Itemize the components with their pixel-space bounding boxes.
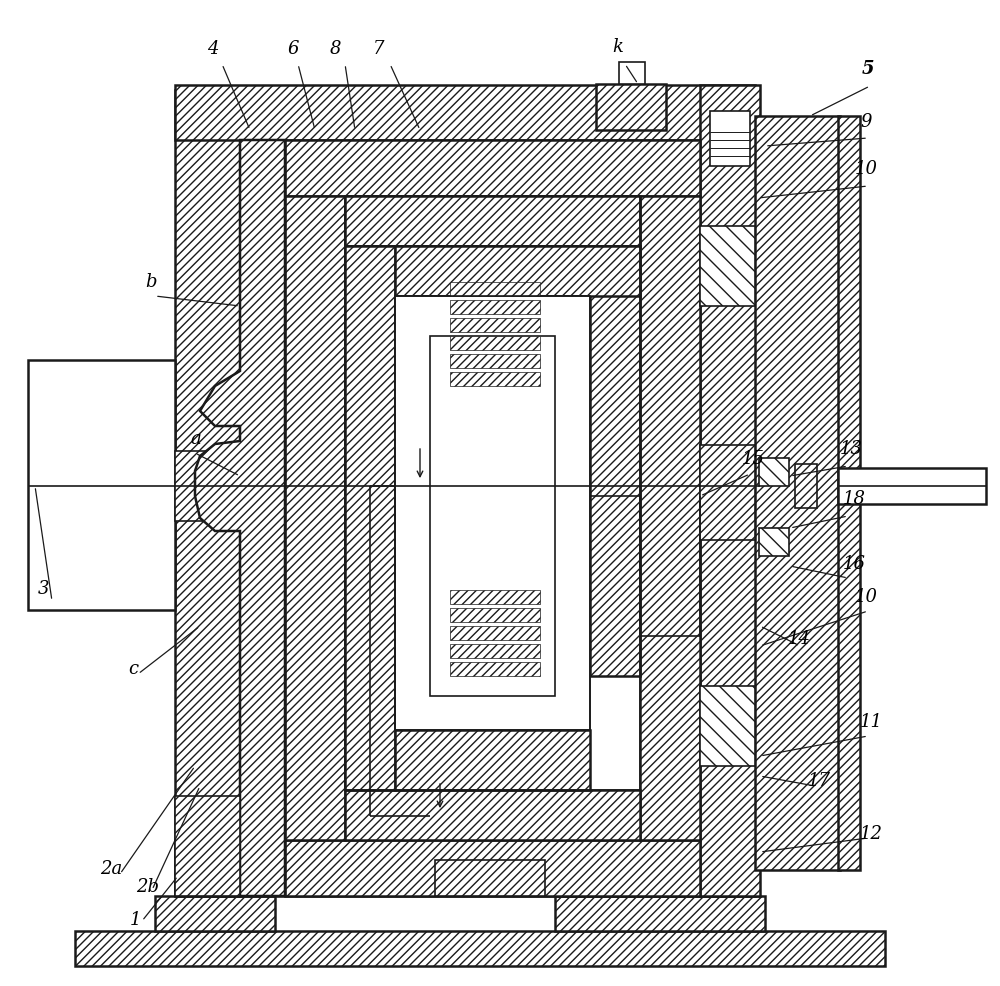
Bar (838, 468, 986, 504)
Text: 12: 12 (860, 825, 883, 843)
Text: 3: 3 (38, 580, 50, 598)
Bar (590, 246, 640, 676)
Text: 5: 5 (862, 60, 874, 78)
Bar (285, 140, 700, 196)
Text: 10: 10 (855, 160, 878, 178)
Bar (395, 246, 640, 296)
Text: 7: 7 (373, 40, 384, 58)
Bar (619, 62, 645, 84)
Text: k: k (612, 38, 623, 56)
Text: 15: 15 (742, 450, 765, 468)
Bar (555, 896, 765, 931)
Text: a: a (190, 430, 201, 448)
Bar (345, 196, 640, 246)
Text: 14: 14 (788, 630, 811, 648)
Bar (450, 590, 540, 604)
Bar (285, 196, 345, 840)
Bar (215, 464, 243, 508)
Text: 6: 6 (287, 40, 298, 58)
Bar (450, 282, 540, 296)
Text: 4: 4 (207, 40, 218, 58)
Bar (175, 796, 240, 896)
Bar (450, 644, 540, 658)
Bar (28, 360, 175, 610)
Text: 1: 1 (130, 911, 142, 929)
Bar (175, 85, 755, 140)
Text: 10: 10 (855, 588, 878, 606)
Bar (175, 451, 240, 521)
Text: 17: 17 (808, 772, 831, 790)
Bar (285, 840, 700, 896)
Bar (450, 608, 540, 622)
Bar (450, 354, 540, 368)
Bar (640, 196, 700, 840)
Text: 8: 8 (330, 40, 342, 58)
Bar (596, 84, 666, 130)
Bar (430, 336, 555, 696)
Text: 9: 9 (860, 113, 872, 131)
Bar (700, 445, 755, 540)
Bar (175, 90, 240, 896)
Bar (435, 860, 545, 896)
Bar (395, 296, 590, 730)
Bar (155, 896, 275, 931)
Bar (710, 111, 750, 166)
Bar (450, 662, 540, 676)
Bar (755, 116, 840, 870)
Polygon shape (195, 140, 285, 896)
Text: 13: 13 (840, 440, 863, 458)
Bar (700, 85, 760, 896)
Text: 16: 16 (843, 555, 866, 573)
Bar (395, 730, 590, 790)
Bar (700, 686, 755, 766)
Bar (450, 300, 540, 314)
Text: 2b: 2b (136, 878, 159, 896)
Bar (450, 626, 540, 640)
Text: 2a: 2a (100, 860, 122, 878)
Bar (450, 336, 540, 350)
Bar (838, 116, 860, 870)
Bar (700, 226, 755, 306)
Bar (795, 464, 817, 508)
Bar (759, 458, 789, 486)
Bar (450, 318, 540, 332)
Bar (450, 372, 540, 386)
Bar (345, 790, 640, 840)
Text: 18: 18 (843, 490, 866, 508)
Text: 11: 11 (860, 713, 883, 731)
Bar (75, 931, 885, 966)
Bar (240, 441, 285, 496)
Bar (345, 246, 395, 790)
Bar (175, 841, 755, 896)
Text: b: b (145, 273, 156, 291)
Bar (759, 528, 789, 556)
Text: c: c (128, 660, 138, 678)
